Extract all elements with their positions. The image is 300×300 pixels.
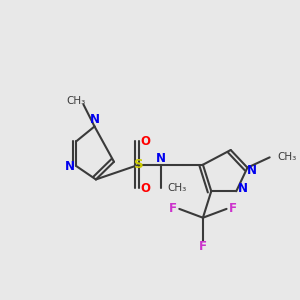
Text: F: F (169, 202, 177, 215)
Text: N: N (65, 160, 75, 173)
Text: N: N (237, 182, 248, 195)
Text: N: N (156, 152, 166, 165)
Text: CH₃: CH₃ (67, 96, 86, 106)
Text: N: N (89, 113, 100, 127)
Text: CH₃: CH₃ (167, 183, 187, 193)
Text: CH₃: CH₃ (278, 152, 297, 162)
Text: S: S (134, 158, 144, 171)
Text: N: N (247, 164, 256, 177)
Text: O: O (140, 135, 150, 148)
Text: O: O (140, 182, 150, 195)
Text: F: F (199, 240, 207, 253)
Text: F: F (229, 202, 237, 215)
